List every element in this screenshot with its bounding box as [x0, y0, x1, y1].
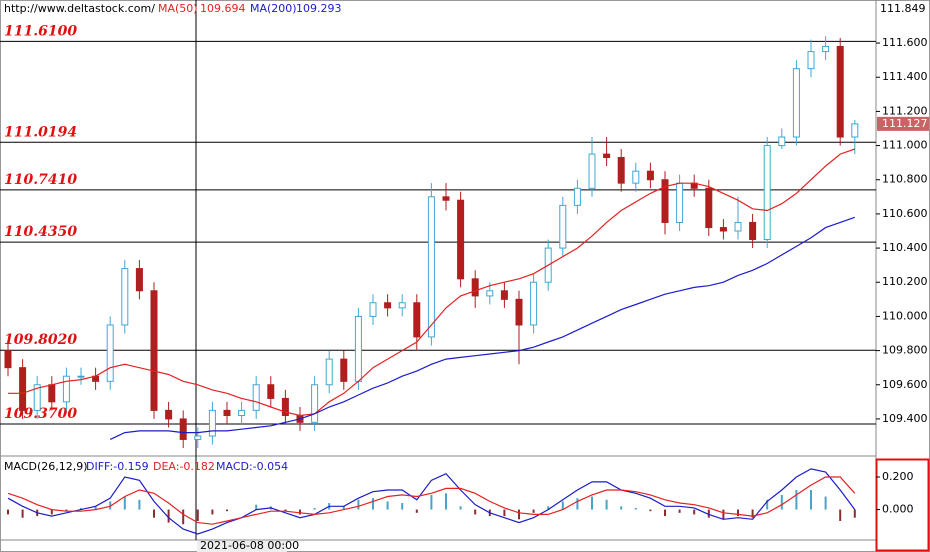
candle-body: [369, 302, 377, 317]
candle-body: [413, 302, 421, 338]
candle-body: [106, 324, 114, 382]
candle-body: [252, 384, 260, 411]
macd-line: [7, 468, 856, 535]
candle-body: [77, 375, 85, 378]
candle-body: [325, 358, 333, 386]
legend-ma200-value: 109.293: [296, 2, 342, 15]
candle-body: [807, 51, 815, 70]
candle-body: [719, 227, 727, 232]
macd-legend-dea: DEA:-0.182: [153, 460, 215, 473]
legend-ma50-value: 109.694: [200, 2, 246, 15]
candle-body: [62, 375, 70, 403]
candle-body: [398, 302, 406, 309]
candle-body: [457, 199, 465, 280]
cursor-label: 2021-06-08 00:00: [200, 539, 299, 552]
macd-y-tick-label: 0.200: [882, 470, 914, 483]
candle-body: [530, 281, 538, 326]
candle-body: [705, 187, 713, 229]
candle-body: [267, 384, 275, 399]
axis-max-label: 111.849: [880, 2, 926, 15]
candle-body: [442, 196, 450, 201]
candle-body: [19, 367, 27, 411]
level-label: 111.6100: [4, 23, 77, 39]
candle-body: [208, 409, 216, 437]
last-price-label: 111.127: [882, 117, 928, 130]
candle-body: [281, 397, 289, 417]
y-tick-label: 110.200: [882, 275, 928, 288]
candle-body: [427, 196, 435, 338]
candle-body: [734, 221, 742, 232]
candle-body: [515, 298, 523, 326]
candle-body: [778, 136, 786, 147]
y-tick-label: 109.600: [882, 378, 928, 391]
macd-legend-diff: DIFF:-0.159: [86, 460, 149, 473]
y-tick-label: 109.400: [882, 412, 928, 425]
candle-body: [471, 278, 479, 297]
y-tick-label: 110.400: [882, 241, 928, 254]
legend-ma200: MA(200): [250, 2, 297, 15]
candle-body: [822, 45, 830, 53]
candle-body: [851, 123, 859, 138]
y-tick-label: 111.400: [882, 70, 928, 83]
legend-ma50: MA(50): [158, 2, 198, 15]
ma-line: [8, 148, 855, 417]
candle-body: [559, 204, 567, 249]
macd-y-tick-label: 0.000: [882, 503, 914, 516]
candle-body: [4, 350, 12, 369]
y-tick-label: 111.000: [882, 139, 928, 152]
y-tick-label: 110.000: [882, 309, 928, 322]
candle-body: [588, 153, 596, 189]
candle-body: [500, 290, 508, 300]
candle-body: [311, 384, 319, 423]
last-price-box: [877, 116, 929, 131]
candle-body: [617, 157, 625, 184]
candle-body: [179, 418, 187, 440]
candle-body: [340, 358, 348, 382]
candle-body: [632, 170, 640, 184]
candle-body: [354, 315, 362, 382]
candle-body: [792, 68, 800, 138]
candle-body: [165, 409, 173, 420]
candle-body: [661, 179, 669, 223]
ma-line: [109, 216, 855, 440]
candle-body: [486, 290, 494, 297]
y-tick-label: 109.800: [882, 344, 928, 357]
source: http://www.deltastock.com/: [4, 2, 155, 15]
y-tick-label: 110.800: [882, 173, 928, 186]
y-tick-label: 110.600: [882, 207, 928, 220]
candle-body: [836, 45, 844, 138]
level-label: 110.7410: [4, 172, 77, 188]
cursor-label-bg: [197, 541, 287, 552]
macd-line: [7, 476, 856, 525]
candle-body: [676, 182, 684, 223]
candle-body: [749, 221, 757, 241]
level-label: 111.0194: [4, 124, 77, 140]
candle-body: [763, 145, 771, 241]
candle-body: [573, 187, 581, 206]
candle-body: [33, 384, 41, 411]
candle-body: [48, 384, 56, 403]
candle-body: [150, 290, 158, 411]
candle-body: [223, 409, 231, 417]
candle-body: [121, 268, 129, 326]
macd-legend-hist: MACD:-0.054: [216, 460, 288, 473]
candle-body: [646, 170, 654, 181]
level-label: 110.4350: [4, 224, 77, 240]
candle-body: [135, 268, 143, 292]
candle-body: [384, 302, 392, 309]
candle-body: [194, 435, 202, 440]
highlight-box: [875, 458, 930, 552]
macd-title: MACD(26,12,9): [4, 460, 88, 473]
level-label: 109.8020: [4, 332, 77, 348]
candle-body: [603, 153, 611, 159]
y-tick-label: 111.600: [882, 36, 928, 49]
candle-body: [238, 409, 246, 417]
y-tick-label: 111.200: [882, 104, 928, 117]
